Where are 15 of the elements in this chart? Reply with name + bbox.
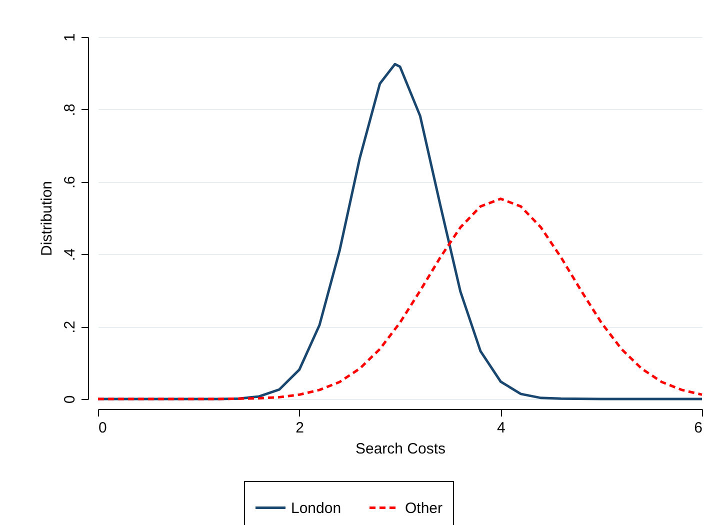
y-tick-label: 1 (62, 33, 78, 42)
x-tick-label: 2 (296, 420, 304, 436)
x-tick-label: 4 (496, 420, 506, 436)
x-axis-title: Search Costs (355, 440, 446, 458)
x-tick-label: 6 (694, 420, 702, 436)
y-tick-label: 0 (62, 395, 78, 404)
y-tick-label: .4 (62, 248, 78, 261)
y-tick-label: .8 (62, 104, 78, 116)
y-axis-title: Distribution (38, 180, 56, 256)
legend-label: Other (405, 500, 443, 517)
line-series (96, 198, 704, 400)
y-tick-label: .2 (62, 320, 78, 334)
legend-label: London (291, 500, 342, 517)
x-tick-label: 0 (98, 420, 107, 436)
y-tick-label: .6 (62, 176, 78, 189)
